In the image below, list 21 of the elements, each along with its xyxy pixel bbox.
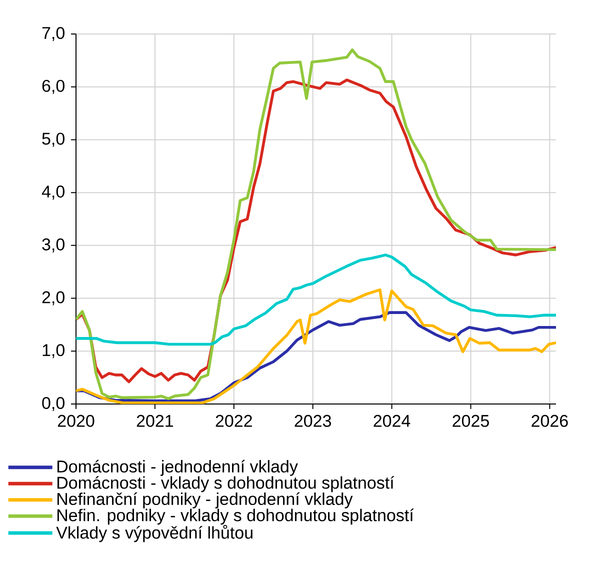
legend-label: Vklady s výpovědní lhůtou (56, 524, 252, 542)
x-tick-label: 2020 (58, 414, 94, 427)
x-tick-label: 2022 (216, 414, 252, 427)
legend-label: Domácnosti - jednodenní vklady (57, 460, 298, 476)
y-tick-label: 4,0 (42, 186, 64, 200)
y-tick-label: 6,0 (42, 80, 64, 94)
x-tick-label: 2023 (294, 414, 331, 427)
legend-label: Nefin. podniky - vklady s dohodnutou splatností (57, 508, 414, 525)
x-tick-label: 2024 (374, 414, 410, 427)
y-tick-label: 5,0 (42, 132, 64, 147)
y-tick-label: 2,0 (42, 291, 64, 306)
x-tick-label: 2026 (532, 414, 568, 427)
legend-label: Nefinanční podniky - jednodenní vklady (57, 492, 353, 508)
x-tick-label: 2025 (452, 414, 489, 427)
y-tick-label: 3,0 (42, 238, 64, 252)
y-tick-label: 0,0 (42, 396, 64, 412)
x-tick-label: 2021 (136, 414, 174, 427)
y-tick-label: 1,0 (42, 344, 64, 358)
legend-label: Domácnosti - vklady s dohodnutou splatností (57, 476, 394, 492)
y-tick-label: 7,0 (42, 26, 64, 42)
line-series (76, 254, 556, 346)
